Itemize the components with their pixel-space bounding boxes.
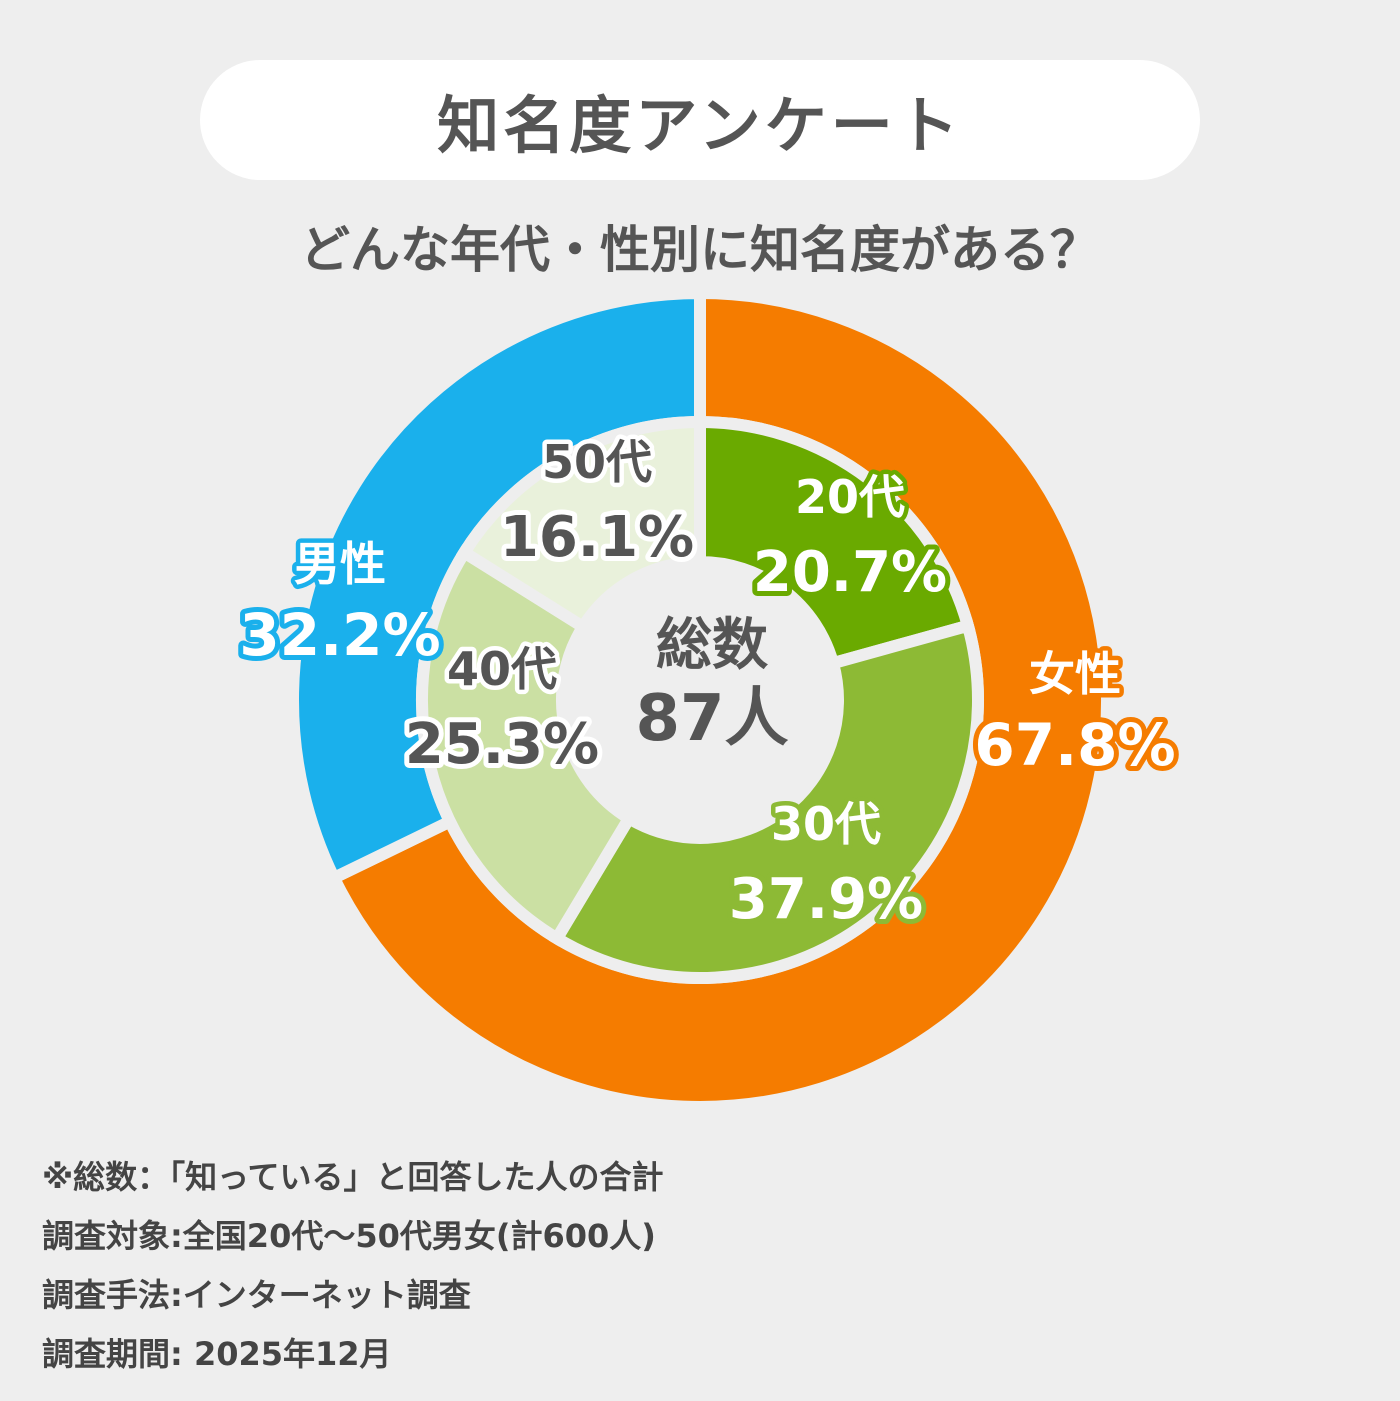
slices-group — [287, 286, 1113, 1113]
slice-inner-0 — [694, 415, 976, 671]
slice-inner-1 — [548, 618, 984, 984]
slice-label-inner-2: 40代 — [447, 642, 557, 696]
chart-subtitle: どんな年代・性別に知名度がある？ — [300, 221, 1100, 279]
chart-title: 知名度アンケート — [437, 89, 963, 162]
center-label-total: 87人 — [635, 682, 788, 756]
footnotes: ※総数：「知っている」と回答した人の合計 調査対象:全国20代～50代男女(計6… — [42, 1148, 664, 1384]
slice-value-inner-1: 37.9% — [729, 867, 923, 932]
footnote-line: 調査期間: 2025年12月 — [42, 1335, 392, 1373]
slice-label-inner-0: 20代 — [795, 470, 905, 524]
footnote-line: 調査対象:全国20代～50代男女(計600人) — [42, 1217, 656, 1255]
title-pill: 知名度アンケート — [200, 60, 1200, 180]
slice-value-outer-0: 67.8% — [974, 711, 1175, 779]
footnote-line: ※総数：「知っている」と回答した人の合計 — [42, 1158, 664, 1196]
slice-label-inner-3: 50代 — [542, 435, 652, 489]
slice-label-inner-1: 30代 — [771, 797, 881, 851]
center-label-title: 総数 — [656, 613, 768, 678]
footnote-line: 調査手法:インターネット調査 — [42, 1276, 471, 1314]
slice-value-outer-1: 32.2% — [239, 601, 440, 669]
labels-group: 女性 67.8% 男性 32.2% 20代 20.7% 30代 37.9% 40代 25.3% 50… — [234, 431, 1180, 938]
slice-inner-3 — [456, 415, 706, 636]
slice-inner-2 — [416, 544, 638, 947]
slice-value-inner-3: 16.1% — [500, 505, 694, 570]
slice-label-outer-1: 男性 — [294, 537, 386, 591]
slice-label-outer-0: 女性 — [1029, 647, 1121, 701]
slice-value-inner-2: 25.3% — [405, 712, 599, 777]
slice-value-inner-0: 20.7% — [753, 540, 947, 605]
